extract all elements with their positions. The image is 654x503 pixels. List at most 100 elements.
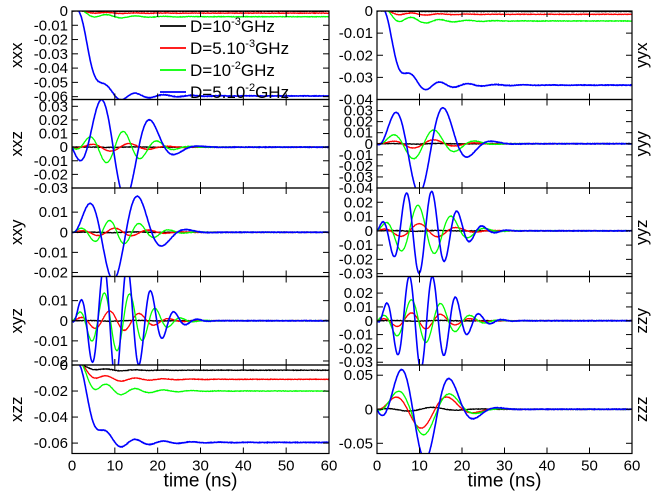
series-xzz-2	[72, 365, 329, 383]
panel-xxy: 0.01 0 -0.01 -0.02 xxy	[7, 187, 330, 281]
ytick-label: -0.02	[339, 340, 373, 357]
panel-label-zzz: zzz	[632, 397, 651, 423]
ytick-label: -0.05	[339, 435, 373, 452]
ytick-label: 0	[60, 357, 68, 374]
xtick-label: 20	[149, 458, 166, 475]
panel-label-zzy: zzy	[632, 308, 651, 334]
ytick-label: -0.01	[339, 237, 373, 254]
panel-frame-xzz	[71, 364, 330, 455]
ytick-label: -0.01	[339, 25, 373, 42]
ytick-label: -0.02	[339, 251, 373, 268]
ytick-label: 0.01	[39, 126, 68, 143]
ytick-label: -0.06	[34, 89, 68, 106]
x-axis-title: time (ns)	[164, 471, 238, 492]
ytick-label: 0.02	[344, 285, 373, 302]
ytick-label: 0	[60, 3, 68, 20]
ytick-label: 0	[365, 3, 373, 20]
legend-label-2: D=5.10-3GHz	[190, 38, 289, 58]
panel-label-xxx: xxx	[7, 42, 26, 68]
ytick-label: 0	[365, 401, 373, 418]
ytick-label: -0.03	[339, 354, 373, 371]
panel-label-xxy: xxy	[7, 219, 26, 245]
panel-zzy: 0.020.010-0.01-0.02-0.03 zzy	[339, 275, 651, 371]
series-zzz-4	[377, 368, 632, 454]
panel-xyz: 0.01 0 -0.01 -0.02 xyz	[7, 275, 330, 370]
series-xzz-4	[72, 365, 329, 448]
series-zzy-4	[377, 276, 632, 365]
ytick-label: 0.01	[39, 293, 68, 310]
ytick-label: 0.03	[39, 98, 68, 115]
xtick-label: 50	[581, 458, 598, 475]
ytick-label: -0.01	[339, 327, 373, 344]
ytick-label: -0.02	[339, 47, 373, 64]
panel-label-xxz: xxz	[7, 131, 26, 157]
ytick-label: 0.03	[344, 103, 373, 120]
series-xxy-4	[72, 195, 329, 277]
ytick-label: -0.03	[34, 180, 68, 197]
ytick-label: -0.03	[339, 69, 373, 86]
ytick-label: -0.04	[34, 409, 68, 426]
series-yyz-3	[377, 204, 632, 255]
ytick-label: -0.01	[34, 244, 68, 261]
ytick-label: 0	[365, 223, 373, 240]
panel-frame-xxz	[71, 98, 330, 189]
series-xyz-4	[72, 276, 329, 365]
xtick-label: 60	[624, 458, 641, 475]
ytick-label: 0	[365, 136, 373, 153]
ytick-label: 0	[60, 139, 68, 156]
legend-label-1: D=10-3GHz	[190, 16, 275, 36]
legend-label-3: D=10-2GHz	[190, 60, 275, 80]
xtick-label: 30	[192, 458, 209, 475]
series-yyz-4	[377, 190, 632, 275]
ytick-label: -0.04	[339, 92, 373, 109]
series-yyx-3	[377, 11, 632, 24]
ytick-label: -0.02	[34, 264, 68, 281]
panel-xxz: 0.030.020.010-0.01-0.02-0.03 xxz	[7, 98, 330, 197]
xtick-label: 40	[235, 458, 252, 475]
panel-label-yyz: yyz	[632, 220, 651, 246]
series-xzz-3	[72, 365, 329, 396]
ytick-label: -0.01	[34, 153, 68, 170]
panel-label-yyy: yyy	[632, 131, 651, 157]
xtick-label: 10	[411, 458, 428, 475]
ytick-label: 0	[365, 313, 373, 330]
series-xxz-4	[72, 99, 329, 188]
ytick-label: -0.02	[339, 158, 373, 175]
panel-yyx: 0 -0.01 -0.02 -0.03 -0.04 yyx	[339, 3, 651, 109]
ytick-label: 0.02	[39, 112, 68, 129]
ytick-label: 0.01	[39, 204, 68, 221]
x-axis-title: time (ns)	[468, 471, 542, 492]
xtick-label: 50	[278, 458, 295, 475]
ytick-label: -0.02	[34, 353, 68, 370]
ytick-label: -0.03	[339, 266, 373, 283]
panel-label-yyx: yyx	[632, 42, 651, 68]
ytick-label: 0	[60, 224, 68, 241]
ytick-label: 0.05	[344, 367, 373, 384]
xtick-label: 30	[496, 458, 513, 475]
ytick-label: 0	[60, 313, 68, 330]
panel-yyz: 0.020.010-0.01-0.02-0.03 yyz	[339, 187, 651, 283]
ytick-label: -0.02	[34, 32, 68, 49]
ytick-label: -0.02	[34, 383, 68, 400]
xtick-label: 0	[68, 458, 76, 475]
ytick-label: 0.01	[344, 125, 373, 142]
ytick-label: 0.01	[344, 209, 373, 226]
xtick-label: 20	[454, 458, 471, 475]
ytick-label: -0.06	[34, 435, 68, 452]
ytick-label: -0.02	[34, 166, 68, 183]
ytick-label: -0.01	[339, 147, 373, 164]
xtick-label: 40	[539, 458, 556, 475]
series-yyx-4	[377, 11, 632, 91]
xtick-label: 0	[373, 458, 381, 475]
xtick-label: 60	[321, 458, 338, 475]
ytick-label: 0.01	[344, 299, 373, 316]
ytick-label: -0.04	[34, 60, 68, 77]
xtick-label: 10	[106, 458, 123, 475]
panel-label-xyz: xyz	[7, 308, 26, 334]
ytick-label: -0.05	[34, 74, 68, 91]
ytick-label: -0.01	[34, 17, 68, 34]
series-yyy-4	[377, 106, 632, 188]
